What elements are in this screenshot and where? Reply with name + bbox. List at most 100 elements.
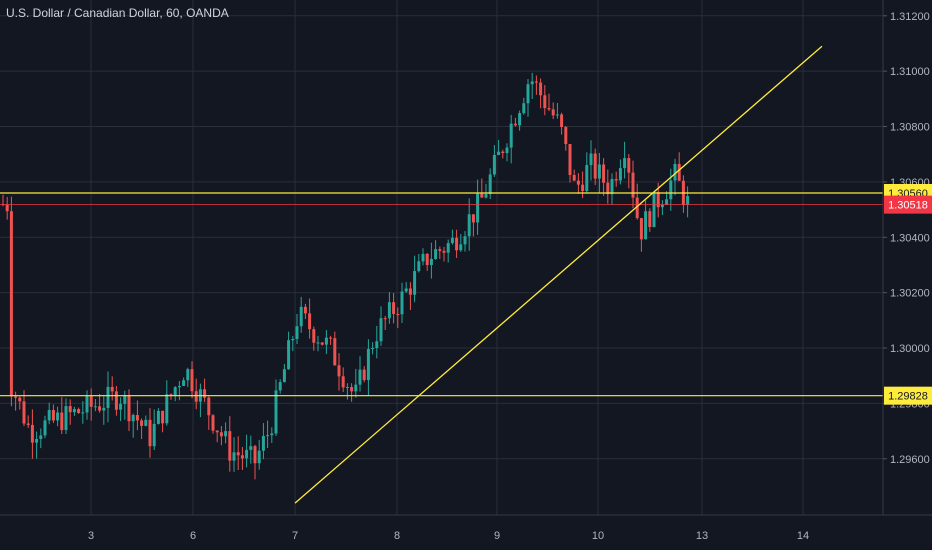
price-tick-label: 1.30400 [890,232,930,244]
candle-body [303,306,307,314]
candle-body [677,163,681,181]
candle-body [308,313,312,330]
candle-body [261,436,265,451]
candle-body [450,237,454,244]
candle-body [400,291,404,315]
candle-body [240,455,244,459]
candle-body [266,435,270,437]
candle-body [190,369,194,392]
candle-body [417,261,421,272]
candle-body [211,415,215,431]
candle-body [182,380,186,386]
candle-body [488,174,492,195]
candle-body [98,406,102,411]
candle-body [518,113,522,126]
candle-body [396,313,400,315]
candle-body [253,446,257,464]
candle-body [56,412,60,421]
candle-body [509,123,513,148]
candle-body [387,302,391,319]
price-tick-label: 1.29600 [890,454,930,466]
chart-title: U.S. Dollar / Canadian Dollar, 60, OANDA [6,6,229,20]
candle-body [64,406,68,431]
candle-body [77,409,81,414]
candle-body [375,341,379,349]
candle-body [165,394,169,424]
candle-body [186,369,190,381]
candle-body [543,95,547,109]
candle-body [648,211,652,228]
price-badge [884,386,932,405]
candle-body [438,249,442,251]
candle-body [148,419,152,447]
candle-body [534,81,538,83]
candle-body [257,450,261,464]
candle-body [656,192,660,208]
candle-body [547,108,551,110]
candle-body [618,168,622,181]
candle-body [156,410,160,424]
candle-body [102,407,106,411]
price-badge-label: 1.30518 [888,200,928,212]
candle-body [345,387,349,389]
price-tick-label: 1.31000 [890,66,930,78]
candle-body [169,394,173,396]
candle-body [614,179,618,181]
candle-body [270,433,274,436]
time-tick-label: 13 [696,530,708,542]
candle-body [379,318,383,342]
candle-body [329,337,333,339]
candle-body [30,424,34,443]
candle-body [173,387,177,396]
price-tick-label: 1.31200 [890,11,930,23]
candle-body [497,151,501,155]
candle-body [274,390,278,434]
candle-body [644,211,648,240]
candle-body [455,237,459,251]
time-tick-label: 14 [797,530,809,542]
candle-body [119,403,123,410]
candle-body [51,409,55,421]
candle-body [623,158,627,169]
candle-body [665,199,669,205]
candle-body [127,395,131,422]
trendline[interactable] [294,45,823,504]
time-tick-label: 10 [592,530,604,542]
candle-body [593,153,597,179]
candle-body [123,395,127,404]
candlestick-series [1,72,690,480]
candle-body [576,180,580,185]
candle-body [131,415,135,422]
time-tick-label: 8 [394,530,400,542]
candle-body [383,318,387,320]
candle-body [22,401,26,424]
candle-body [463,236,467,245]
horizontal-levels [0,192,883,397]
candle-body [639,218,643,240]
time-axis[interactable]: 3 6 7 8 9 10 13 14 [0,514,932,542]
candle-body [589,153,593,166]
candle-body [18,397,22,402]
candle-body [236,452,240,456]
candle-body [278,382,282,391]
candle-body [581,184,585,191]
candle-body [341,376,345,388]
candle-body [564,127,568,145]
candle-body [522,103,526,114]
candle-body [144,419,148,426]
candle-body [371,348,375,350]
candle-body [85,395,89,413]
candle-body [324,337,328,345]
candle-body [5,204,9,212]
candle-body [245,449,249,459]
candle-body [568,144,572,175]
candle-body [421,253,425,262]
time-tick-label: 9 [494,530,500,542]
candle-body [354,384,358,392]
candle-body [282,369,286,383]
candle-body [660,204,664,208]
candle-body [89,395,93,407]
candle-body [228,431,232,461]
candle-body [320,342,324,345]
